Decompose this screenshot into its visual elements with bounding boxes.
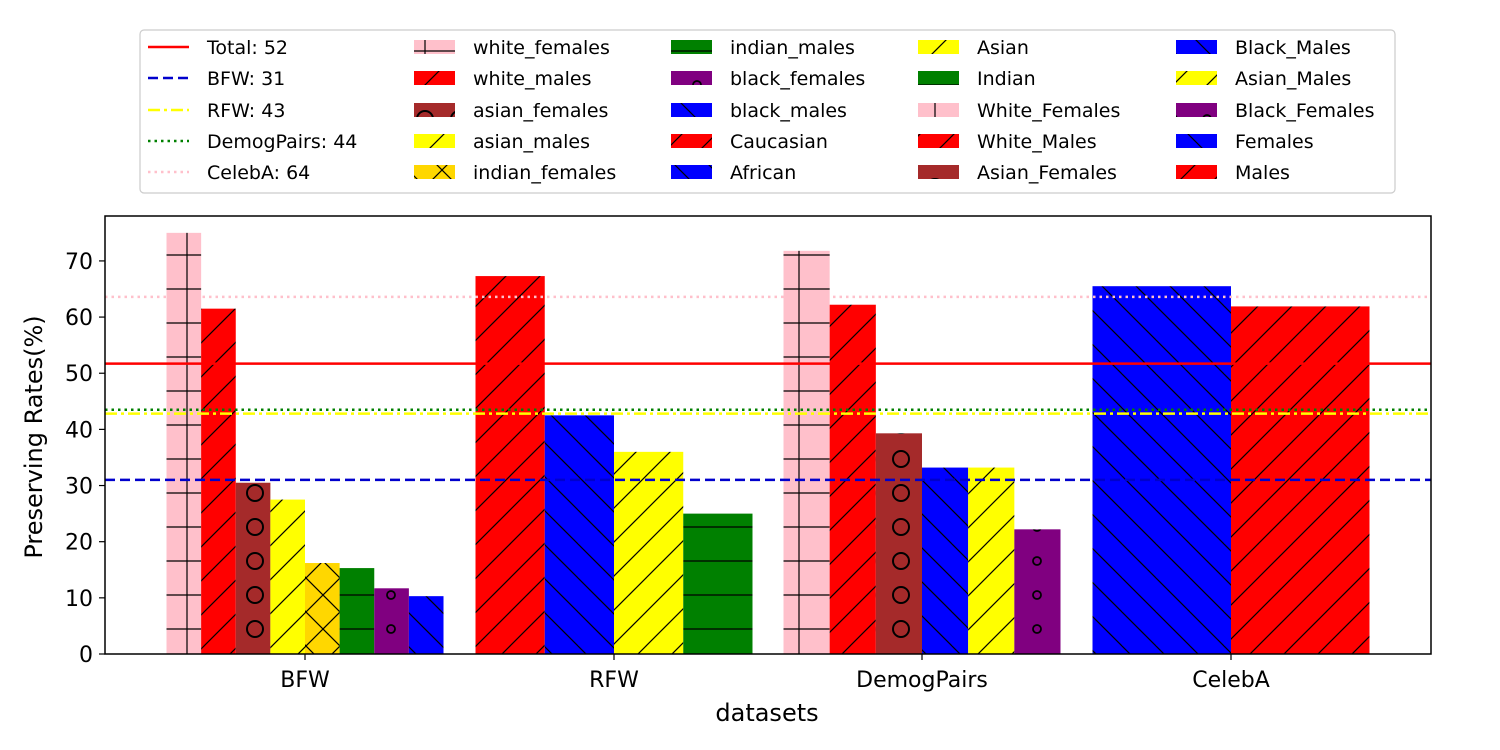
legend-swatch bbox=[414, 71, 455, 85]
legend-swatch bbox=[918, 165, 959, 179]
legend-label: White_Females bbox=[977, 100, 1120, 122]
reference-lines bbox=[105, 295, 1431, 482]
legend-label: Asian_Females bbox=[977, 162, 1117, 184]
legend-swatch bbox=[671, 103, 712, 117]
legend-label: asian_females bbox=[473, 100, 608, 122]
x-tick-label: BFW bbox=[280, 668, 330, 693]
y-tick-label: 30 bbox=[65, 475, 93, 500]
bar-rfw-african bbox=[544, 415, 614, 654]
bar-bfw-asian-females bbox=[235, 482, 271, 654]
legend-swatch bbox=[918, 103, 959, 117]
bar-demogpairs-asian-females bbox=[875, 433, 922, 654]
x-tick-label: CelebA bbox=[1192, 668, 1270, 693]
bar-rfw-indian bbox=[683, 513, 753, 654]
legend-label: Black_Females bbox=[1235, 100, 1375, 122]
legend-label: white_males bbox=[473, 68, 592, 90]
bar-bfw-white-males bbox=[201, 308, 236, 654]
legend-swatch bbox=[414, 40, 455, 54]
bar-celeba-females bbox=[1092, 286, 1231, 654]
legend-swatch bbox=[414, 134, 455, 148]
legend-swatch bbox=[414, 103, 455, 117]
legend-label: Black_Males bbox=[1235, 37, 1351, 59]
y-tick-label: 70 bbox=[65, 250, 93, 275]
legend-label: Females bbox=[1235, 131, 1314, 153]
legend: Total: 52 BFW: 31 RFW: 43 DemogPairs: 44 Cel… bbox=[139, 29, 1396, 194]
legend-swatch bbox=[918, 134, 959, 148]
legend-label: black_females bbox=[730, 68, 865, 90]
x-tick-label: DemogPairs bbox=[856, 668, 988, 693]
legend-label: Asian_Males bbox=[1235, 68, 1351, 90]
bar-bfw-indian-males bbox=[339, 568, 375, 654]
legend-swatch bbox=[414, 165, 455, 179]
bar-bfw-indian-females bbox=[305, 563, 340, 654]
bar-bfw-white-females bbox=[166, 232, 202, 654]
y-axis-label: Preserving Rates(%) bbox=[20, 315, 48, 558]
legend-label: Males bbox=[1235, 162, 1290, 184]
bar-bfw-black-females bbox=[374, 588, 409, 654]
legend-swatch bbox=[1176, 40, 1217, 54]
bar-demogpairs-asian-males bbox=[968, 467, 1015, 654]
bar-bfw-asian-males bbox=[270, 499, 306, 654]
bar-bfw-black-males bbox=[408, 596, 444, 654]
y-tick-label: 0 bbox=[79, 643, 93, 668]
bar-demogpairs-black-females bbox=[1014, 529, 1061, 654]
legend-label: White_Males bbox=[977, 131, 1097, 153]
y-tick-label: 40 bbox=[65, 418, 93, 443]
legend-label: Asian bbox=[977, 37, 1029, 59]
legend-swatch bbox=[1176, 165, 1217, 179]
x-axis-label: datasets bbox=[715, 699, 818, 727]
legend-swatch bbox=[918, 71, 959, 85]
x-tick-label: RFW bbox=[589, 668, 639, 693]
legend-label: indian_males bbox=[730, 37, 855, 59]
legend-swatch bbox=[671, 165, 712, 179]
legend-label: white_females bbox=[473, 37, 610, 59]
legend-label: asian_males bbox=[473, 131, 590, 153]
legend-swatch bbox=[1176, 134, 1217, 148]
y-tick-label: 60 bbox=[65, 306, 93, 331]
bar-demogpairs-white-males bbox=[829, 304, 876, 654]
legend-swatch bbox=[671, 71, 712, 85]
legend-label: black_males bbox=[730, 100, 847, 122]
bar-rfw-caucasian bbox=[475, 276, 545, 654]
y-tick-label: 20 bbox=[65, 531, 93, 556]
y-tick-label: 10 bbox=[65, 587, 93, 612]
bar-demogpairs-black-males bbox=[922, 467, 969, 654]
legend-label: Caucasian bbox=[730, 131, 828, 153]
legend-label: DemogPairs: 44 bbox=[207, 131, 357, 153]
legend-swatch bbox=[918, 40, 959, 54]
legend-swatch bbox=[671, 40, 712, 54]
y-tick-label: 50 bbox=[65, 362, 93, 387]
legend-swatch bbox=[1176, 103, 1217, 117]
legend-label: CelebA: 64 bbox=[207, 162, 310, 184]
legend-swatch bbox=[671, 134, 712, 148]
legend-box bbox=[139, 29, 1396, 194]
legend-label: African bbox=[730, 162, 796, 184]
legend-label: Indian bbox=[977, 68, 1036, 90]
bar-rfw-asian bbox=[614, 451, 684, 654]
plot-frame bbox=[104, 215, 1432, 655]
legend-label: RFW: 43 bbox=[207, 100, 285, 122]
legend-label: indian_females bbox=[473, 162, 616, 184]
legend-label: BFW: 31 bbox=[207, 68, 285, 90]
legend-label: Total: 52 bbox=[206, 37, 288, 59]
legend-swatch bbox=[1176, 71, 1217, 85]
axes: 0 10 20 30 40 50 60 70 BFW RFW DemogPairs CelebA bbox=[65, 215, 1432, 693]
bar-demogpairs-white-females bbox=[783, 250, 830, 654]
